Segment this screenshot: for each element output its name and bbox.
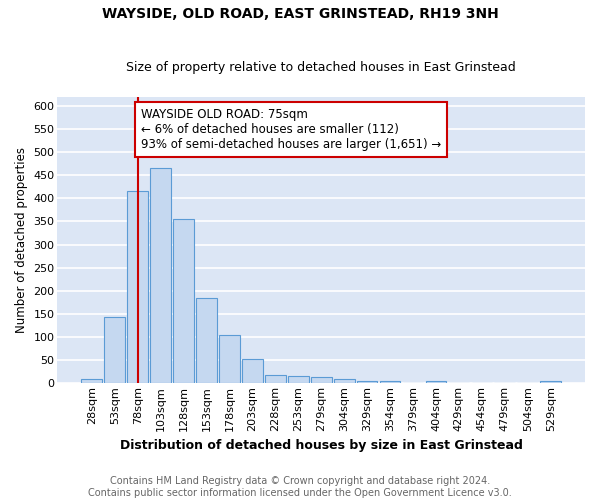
Bar [196, 298, 217, 384]
Bar [334, 378, 355, 384]
Bar [265, 376, 286, 384]
Text: WAYSIDE OLD ROAD: 75sqm
← 6% of detached houses are smaller (112)
93% of semi-de: WAYSIDE OLD ROAD: 75sqm ← 6% of detached… [141, 108, 442, 151]
Text: WAYSIDE, OLD ROAD, EAST GRINSTEAD, RH19 3NH: WAYSIDE, OLD ROAD, EAST GRINSTEAD, RH19 … [101, 8, 499, 22]
Bar [425, 381, 446, 384]
Bar [150, 168, 171, 384]
Bar [357, 381, 377, 384]
X-axis label: Distribution of detached houses by size in East Grinstead: Distribution of detached houses by size … [120, 440, 523, 452]
Bar [219, 335, 240, 384]
Bar [242, 359, 263, 384]
Bar [541, 382, 561, 384]
Bar [127, 192, 148, 384]
Bar [380, 382, 400, 384]
Bar [311, 378, 332, 384]
Bar [288, 376, 308, 384]
Y-axis label: Number of detached properties: Number of detached properties [15, 147, 28, 333]
Text: Contains HM Land Registry data © Crown copyright and database right 2024.
Contai: Contains HM Land Registry data © Crown c… [88, 476, 512, 498]
Bar [82, 378, 102, 384]
Title: Size of property relative to detached houses in East Grinstead: Size of property relative to detached ho… [127, 62, 516, 74]
Bar [173, 219, 194, 384]
Bar [104, 317, 125, 384]
